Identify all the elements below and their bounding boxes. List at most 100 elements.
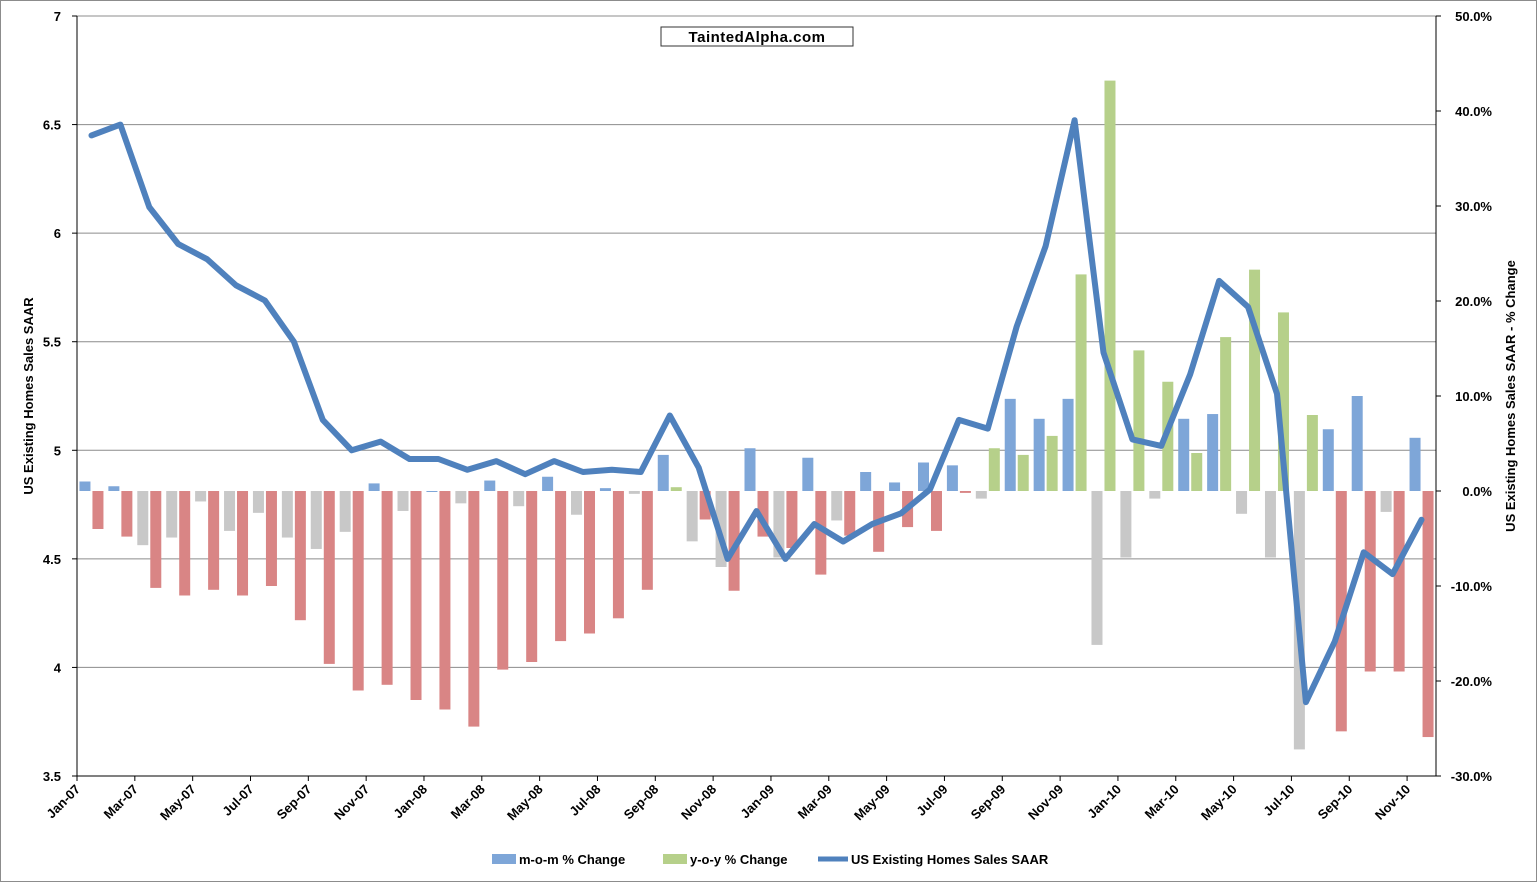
bar-mom [1351,396,1363,491]
bar-yoy [410,491,422,700]
bar-mom [1033,418,1045,491]
bar-mom [542,476,554,491]
bar-mom [1149,491,1161,499]
bar-mom [1120,491,1132,558]
bar-yoy [497,491,509,670]
bar-mom [455,491,467,504]
legend-swatch [663,854,687,864]
bar-yoy [468,491,480,727]
bar-mom [1380,491,1392,512]
bar-mom [1322,429,1334,491]
right-tick-label: 10.0% [1455,389,1492,404]
left-tick-label: 5.5 [43,335,61,350]
right-tick-label: -20.0% [1451,674,1493,689]
right-tick-label: 20.0% [1455,294,1492,309]
watermark-box [660,26,854,47]
bar-yoy [670,487,682,491]
bar-mom [484,480,496,491]
bar-yoy [1104,80,1116,491]
bar-yoy [1249,269,1261,491]
bar-yoy [1422,491,1434,738]
bar-mom [281,491,293,538]
left-tick-label: 4.5 [43,552,61,567]
bar-mom [1264,491,1276,558]
left-tick-label: 6 [54,226,61,241]
bar-mom [252,491,264,513]
bar-mom [1091,491,1103,645]
bar-mom [195,491,207,502]
bar-yoy [323,491,335,664]
right-tick-label: 30.0% [1455,199,1492,214]
bar-yoy [699,491,711,520]
line-series [88,117,1425,706]
bar-yoy [584,491,596,634]
bar-mom [368,483,380,491]
left-tick-label: 3.5 [43,769,61,784]
left-tick-label: 5 [54,443,61,458]
bar-yoy [381,491,393,685]
bar-mom [339,491,351,532]
bar-yoy [1075,274,1087,491]
bar-mom [79,481,91,491]
right-axis-title: US Existing Homes Sales SAAR - % Change [1503,260,1518,532]
bar-mom [773,491,785,558]
bar-yoy [1220,337,1232,491]
bar-yoy [1133,350,1145,491]
bar-mom [1062,398,1074,491]
bar-yoy [294,491,306,621]
bar-yoy [179,491,191,596]
right-tick-label: -10.0% [1451,579,1493,594]
bar-yoy [555,491,567,642]
bar-mom [860,472,872,491]
legend-label: y-o-y % Change [690,852,788,867]
bar-yoy [92,491,104,529]
bar-yoy [265,491,277,586]
bar-yoy [757,491,769,537]
bar-yoy [641,491,653,590]
legend-label: US Existing Homes Sales SAAR [851,852,1049,867]
bar-yoy [844,491,856,536]
bar-yoy [1335,491,1347,732]
bar-mom [744,448,756,491]
bar-mom [1409,437,1421,491]
left-tick-label: 7 [54,9,61,24]
bar-mom [513,491,525,507]
bar-yoy [1046,435,1058,491]
right-tick-label: 40.0% [1455,104,1492,119]
bar-yoy [150,491,162,588]
bar-yoy [988,448,1000,491]
bar-yoy [612,491,624,619]
right-tick-label: 0.0% [1462,484,1492,499]
bar-mom [599,488,611,491]
bar-mom [310,491,322,549]
bar-yoy [815,491,827,575]
watermark-text: TaintedAlpha.com [689,29,826,46]
bar-yoy [237,491,249,596]
bar-mom [975,491,987,499]
right-tick-label: 50.0% [1455,9,1492,24]
left-tick-label: 4 [54,660,62,675]
bar-mom [108,486,120,491]
bar-mom [917,462,929,491]
right-tick-label: -30.0% [1451,769,1493,784]
bar-yoy [1017,454,1029,491]
bar-yoy [959,491,971,493]
bar-yoy [930,491,942,531]
bar-yoy [1306,415,1318,491]
bar-mom [657,454,669,491]
bar-yoy [1393,491,1405,672]
right-axis-ticks: -30.0% -20.0% -10.0% 0.0% 10.0% 20.0% 30.0% 40.… [1436,9,1492,784]
legend-label: m-o-m % Change [519,852,625,867]
bar-yoy [1191,453,1203,491]
watermark-logo: TaintedAlpha.com [660,26,854,47]
legend-swatch [492,854,516,864]
bar-yoy [1364,491,1376,672]
bar-mom [802,457,814,491]
bar-mom [1178,418,1190,491]
bar-yoy [786,491,798,548]
line-us-existing-home-sales [88,117,1425,706]
bar-mom [628,491,640,494]
left-tick-label: 6.5 [43,118,61,133]
bar-mom [397,491,409,511]
